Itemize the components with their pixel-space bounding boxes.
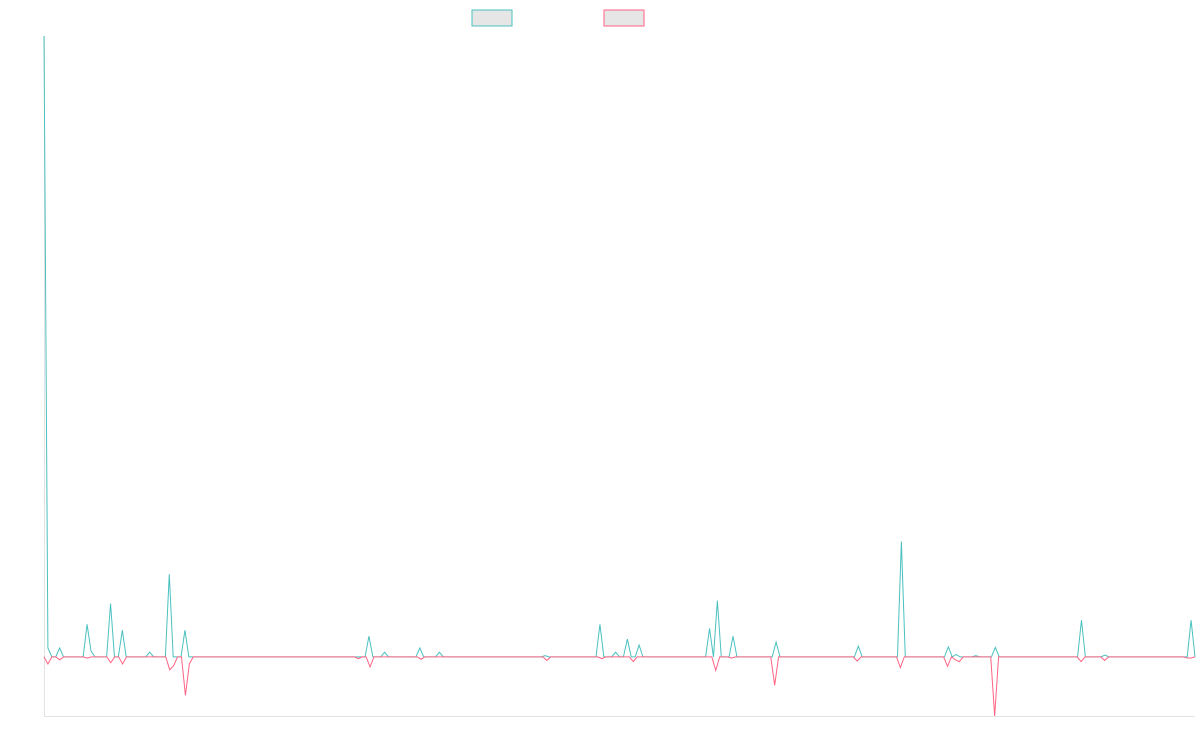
series-line-a xyxy=(43,35,1196,658)
plot-area xyxy=(43,35,1196,717)
legend xyxy=(471,9,645,27)
legend-swatch-series-a[interactable] xyxy=(471,9,513,27)
axes xyxy=(44,36,1195,717)
legend-swatch-series-b[interactable] xyxy=(603,9,645,27)
series-line-b xyxy=(43,656,1196,717)
